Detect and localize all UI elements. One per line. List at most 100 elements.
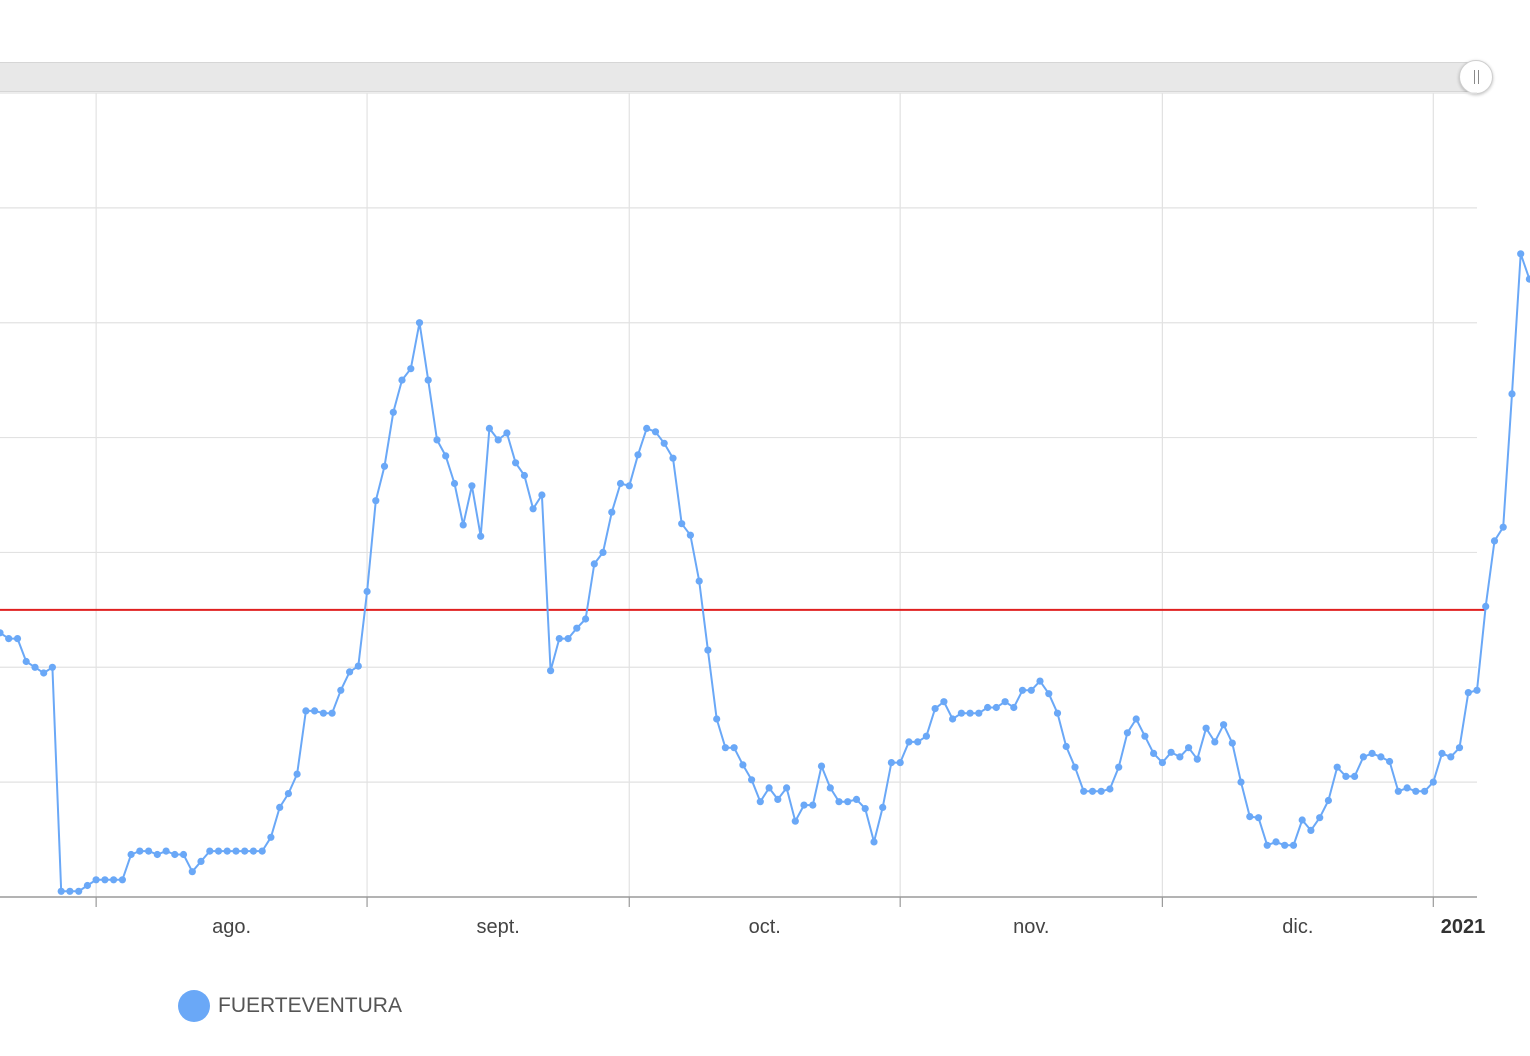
data-point: [564, 635, 572, 643]
data-point: [748, 776, 756, 784]
data-point: [555, 635, 563, 643]
data-point: [1298, 816, 1306, 824]
data-point: [415, 319, 424, 327]
data-point: [494, 436, 502, 444]
data-point: [1281, 841, 1289, 849]
data-point: [1071, 763, 1079, 771]
legend-item-fuerteventura[interactable]: FUERTEVENTURA: [178, 990, 402, 1022]
data-point: [1080, 787, 1088, 795]
data-point: [931, 705, 939, 713]
data-point: [1316, 814, 1324, 822]
data-point: [101, 876, 109, 884]
data-point: [1167, 748, 1175, 756]
data-point: [267, 833, 275, 841]
data-point: [372, 497, 380, 505]
data-point: [730, 744, 738, 752]
data-point: [241, 847, 249, 855]
navigator-resize-handle[interactable]: [1459, 60, 1493, 94]
data-point: [188, 868, 196, 876]
data-point: [1438, 749, 1446, 758]
data-point: [214, 847, 223, 855]
data-point: [870, 838, 878, 846]
data-point: [590, 560, 598, 568]
data-point: [625, 482, 633, 490]
range-navigator-bar[interactable]: [0, 62, 1477, 92]
data-point: [1062, 742, 1070, 751]
data-point: [1289, 841, 1298, 849]
data-point: [966, 709, 974, 717]
data-point: [485, 424, 493, 432]
data-point: [896, 759, 904, 767]
data-point: [739, 761, 747, 769]
data-point: [1525, 275, 1530, 283]
data-point: [1027, 686, 1035, 694]
data-point: [756, 798, 764, 806]
data-point: [1150, 749, 1158, 758]
data-point: [75, 887, 83, 895]
data-point: [127, 850, 135, 859]
x-axis-ticks: ago. sept. oct. nov. dic. 2021: [95, 897, 1486, 938]
data-point: [223, 847, 231, 855]
data-point: [783, 784, 791, 792]
data-point: [1141, 732, 1149, 740]
data-point: [442, 452, 450, 460]
data-point: [1324, 796, 1332, 805]
data-point: [957, 709, 966, 717]
data-point: [162, 847, 170, 855]
series-points-fuerteventura: [0, 250, 1530, 895]
data-point: [1351, 772, 1359, 781]
x-tick-label: sept.: [476, 916, 519, 938]
data-point: [984, 703, 992, 712]
data-point: [276, 803, 284, 812]
data-point: [1202, 724, 1210, 732]
series-line-fuerteventura: [0, 252, 1530, 893]
data-point: [1237, 778, 1245, 786]
data-point: [608, 508, 616, 516]
x-tick-label: 2021: [1441, 916, 1486, 938]
data-point: [835, 798, 843, 806]
data-point: [110, 876, 118, 884]
data-point: [1193, 755, 1201, 763]
data-point: [520, 471, 529, 480]
data-point: [713, 715, 721, 723]
data-point: [293, 770, 301, 778]
data-point: [1018, 686, 1027, 694]
data-point: [346, 668, 354, 676]
data-point: [791, 817, 799, 825]
data-point: [363, 587, 371, 596]
data-point: [337, 686, 345, 694]
data-point: [1386, 757, 1394, 766]
data-point: [1106, 785, 1114, 793]
data-point: [809, 801, 817, 809]
x-tick-label: dic.: [1282, 916, 1313, 938]
data-point: [328, 709, 336, 717]
legend-swatch: [178, 990, 210, 1022]
data-point: [433, 436, 441, 444]
data-point: [380, 462, 389, 470]
data-point: [1342, 772, 1350, 781]
horizontal-gridlines: [0, 92, 1477, 783]
data-point: [1464, 689, 1472, 697]
data-point: [1447, 753, 1455, 761]
data-point: [721, 744, 730, 752]
data-point: [1517, 250, 1525, 258]
data-point: [1045, 690, 1053, 698]
data-point: [22, 657, 30, 666]
data-point: [450, 479, 459, 488]
data-point: [258, 847, 266, 855]
data-point: [922, 732, 931, 740]
data-point: [765, 784, 773, 792]
data-point: [468, 482, 476, 490]
data-point: [48, 663, 57, 671]
data-point: [1394, 787, 1402, 795]
data-point: [992, 703, 1000, 712]
data-point: [529, 505, 537, 513]
data-point: [389, 408, 397, 416]
data-point: [0, 629, 4, 637]
data-point: [407, 365, 415, 373]
data-point: [975, 709, 983, 717]
data-point: [686, 531, 695, 539]
data-point: [800, 801, 808, 809]
data-point: [179, 850, 188, 859]
data-point: [695, 577, 703, 585]
